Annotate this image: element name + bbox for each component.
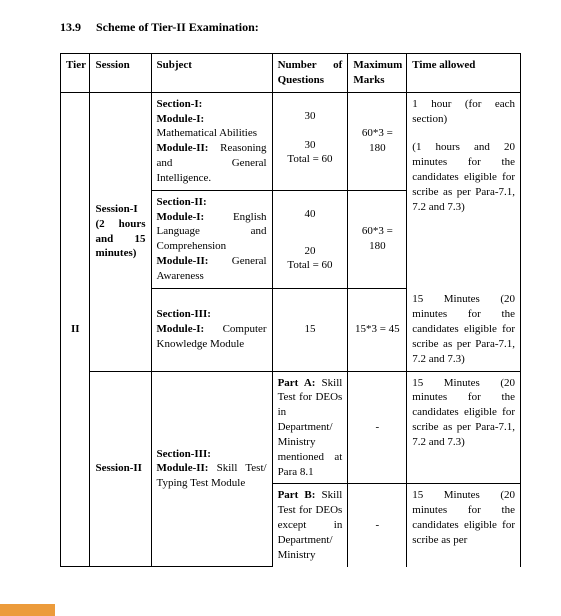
section3-questions: 15 [272,288,348,371]
col-tier: Tier [61,54,90,93]
part-a-marks: - [348,371,407,484]
table-header-row: Tier Session Subject Number of Questions… [61,54,521,93]
table-row: II Session-I (2 hours and 15 minutes) Se… [61,92,521,190]
session2-cell: Session-II [90,371,151,567]
table-row: Session-II Section-III: Module-II: Skill… [61,371,521,484]
part-a-time: 15 Minutes (20 minutes for the candidate… [407,371,521,484]
col-session: Session [90,54,151,93]
section2-marks: 60*3 = 180 [348,190,407,288]
part-b-marks: - [348,484,407,567]
section1-questions: 30 30 Total = 60 [272,92,348,190]
orange-corner-accent [0,604,55,616]
col-marks: Maximum Marks [348,54,407,93]
part-b-cell: Part B: Skill Test for DEOs except in De… [272,484,348,567]
section3-subject: Section-III: Module-I: Computer Knowledg… [151,288,272,371]
section1-marks: 60*3 = 180 [348,92,407,190]
section-heading: 13.9 Scheme of Tier-II Examination: [60,20,521,35]
section3-marks: 15*3 = 45 [348,288,407,371]
section1-subject: Section-I: Module-I: Mathematical Abilit… [151,92,272,190]
section2-questions: 40 20 Total = 60 [272,190,348,288]
section2-subject: Section-II: Module-I: English Language a… [151,190,272,288]
col-questions: Number of Questions [272,54,348,93]
tier-cell: II [61,92,90,566]
exam-scheme-table: Tier Session Subject Number of Questions… [60,53,521,567]
col-time: Time allowed [407,54,521,93]
section3b-subject: Section-III: Module-II: Skill Test/ Typi… [151,371,272,567]
col-subject: Subject [151,54,272,93]
heading-number: 13.9 [60,20,81,35]
section3-time: 15 Minutes (20 minutes for the candidate… [407,288,521,371]
section12-time: 1 hour (for each section) (1 hours and 2… [407,92,521,288]
part-a-cell: Part A: Skill Test for DEOs in Departmen… [272,371,348,484]
part-b-time: 15 Minutes (20 minutes for the candidate… [407,484,521,567]
heading-text: Scheme of Tier-II Examination: [96,20,259,34]
page: 13.9 Scheme of Tier-II Examination: Tier… [0,0,561,567]
session1-cell: Session-I (2 hours and 15 minutes) [90,92,151,371]
